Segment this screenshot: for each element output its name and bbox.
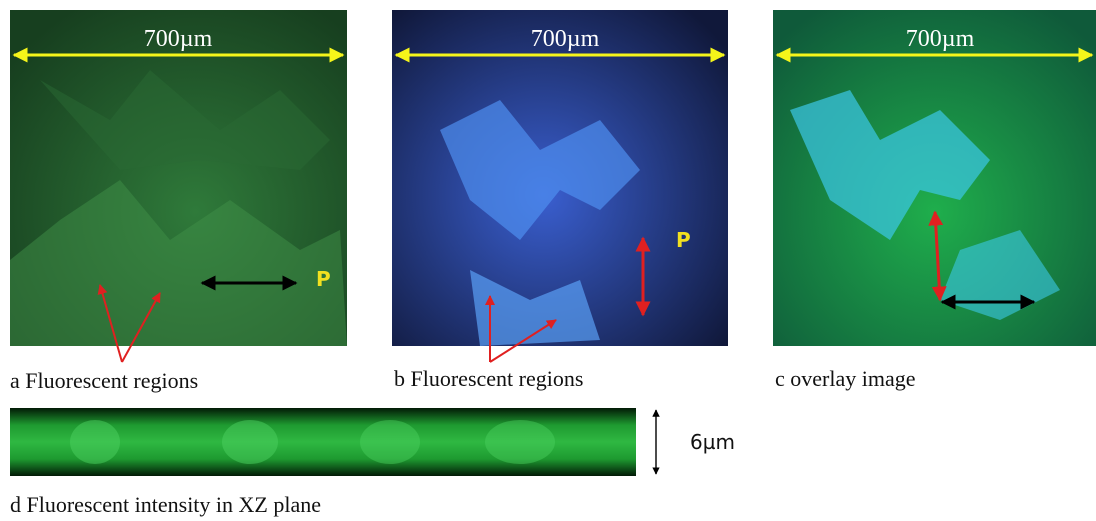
panel-c: 700µm c overlay image — [773, 10, 1096, 391]
bright-region — [485, 420, 555, 464]
caption: c overlay image — [775, 366, 916, 391]
scale-label: 700µm — [144, 26, 213, 52]
scale-label: 700µm — [906, 26, 975, 52]
bright-region — [222, 420, 278, 464]
panel-a: 700µm P a Fluorescent regions — [10, 10, 347, 393]
caption: a Fluorescent regions — [10, 368, 198, 393]
figure: 700µm P a Fluorescent regions 700µm P b … — [0, 0, 1096, 521]
bright-region — [70, 420, 120, 464]
thickness-label: 6µm — [690, 430, 735, 454]
caption: d Fluorescent intensity in XZ plane — [10, 492, 321, 517]
bright-region — [360, 420, 420, 464]
panel-b: 700µm P b Fluorescent regions — [392, 10, 728, 391]
caption: b Fluorescent regions — [394, 366, 583, 391]
panel-d: 6µm d Fluorescent intensity in XZ plane — [10, 408, 735, 517]
polarization-label: P — [676, 228, 691, 252]
polarization-label: P — [316, 267, 331, 291]
scale-label: 700µm — [531, 26, 600, 52]
